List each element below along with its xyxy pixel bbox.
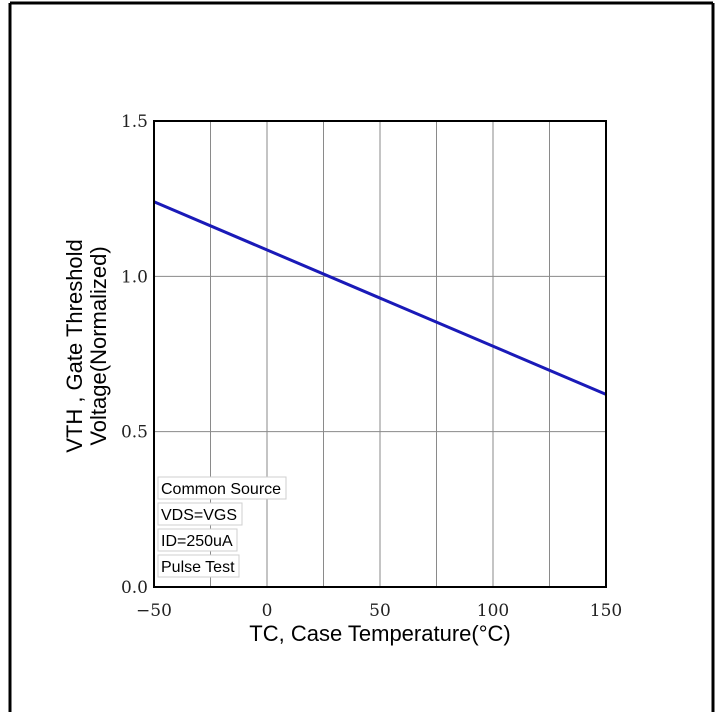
- y-axis-title-line-2: Voltage(Normalized): [86, 246, 111, 445]
- condition-note-text: VDS=VGS: [161, 507, 237, 524]
- condition-note-box: [157, 476, 287, 500]
- x-tick-label: 100: [477, 601, 509, 621]
- x-tick-label: 50: [369, 601, 391, 621]
- condition-note: Pulse Test: [157, 554, 240, 578]
- x-tick-label: −50: [136, 601, 172, 621]
- condition-note-text: ID=250uA: [161, 533, 233, 550]
- y-tick-label: 0.0: [121, 578, 148, 598]
- test-condition-notes: Common Source VDS=VGS ID=250uA Pulse Test: [157, 476, 287, 578]
- y-axis-title-line-1: VTH , Gate Threshold: [62, 239, 87, 453]
- condition-note: VDS=VGS: [157, 502, 243, 526]
- condition-note: ID=250uA: [157, 528, 238, 552]
- condition-note-text: Pulse Test: [161, 559, 235, 576]
- y-tick-label: 1.0: [121, 267, 148, 287]
- condition-note-box: [157, 554, 240, 578]
- x-tick-label: 150: [590, 601, 622, 621]
- y-tick-label: 1.5: [121, 112, 148, 132]
- y-tick-label: 0.5: [121, 423, 148, 443]
- series-line: [153, 200, 607, 396]
- x-tick-label: 0: [262, 601, 273, 621]
- x-axis-title: TC, Case Temperature(°C): [249, 621, 510, 646]
- condition-note-box: [157, 502, 243, 526]
- condition-note: Common Source: [157, 476, 287, 500]
- condition-note-box: [157, 528, 238, 552]
- y-axis-title: VTH , Gate Threshold Voltage(Normalized): [62, 239, 111, 453]
- y-tick-labels: 0.0 0.5 1.0 1.5: [121, 112, 148, 598]
- series-layer: [153, 200, 607, 396]
- condition-note-text: Common Source: [161, 481, 281, 498]
- plot-area-border: [153, 120, 607, 588]
- x-tick-labels: −50 0 50 100 150: [136, 601, 622, 621]
